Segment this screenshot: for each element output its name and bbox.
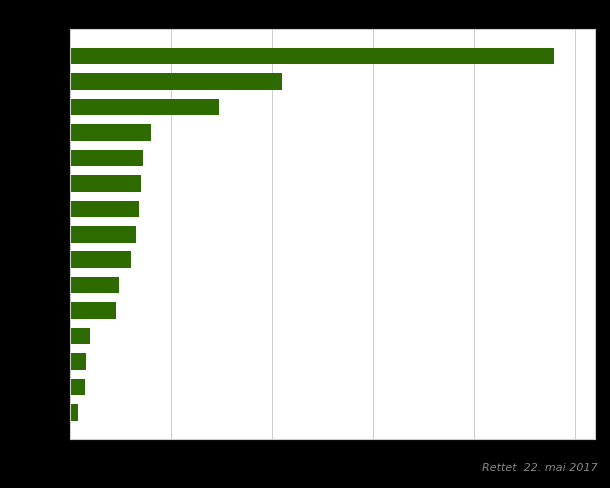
Bar bbox=[70, 226, 136, 243]
Bar bbox=[70, 48, 554, 64]
Bar bbox=[70, 73, 282, 90]
Bar bbox=[70, 99, 220, 115]
Text: Rettet  22. mai 2017: Rettet 22. mai 2017 bbox=[482, 464, 598, 473]
Bar bbox=[70, 353, 86, 370]
Bar bbox=[70, 201, 138, 217]
Bar bbox=[70, 328, 90, 344]
Bar bbox=[70, 302, 115, 319]
Bar bbox=[70, 175, 141, 192]
Bar bbox=[70, 277, 118, 293]
Bar bbox=[70, 404, 78, 421]
Bar bbox=[70, 124, 151, 141]
Bar bbox=[70, 251, 131, 268]
Bar bbox=[70, 150, 143, 166]
Bar bbox=[70, 379, 85, 395]
